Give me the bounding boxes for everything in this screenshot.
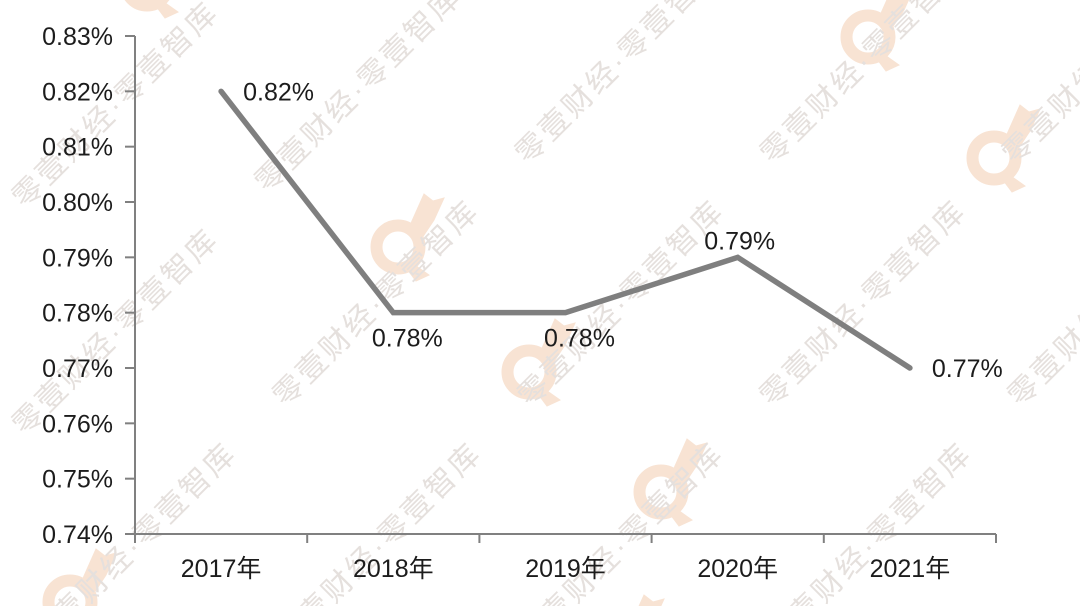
data-label: 0.77% <box>932 355 1003 383</box>
x-tick-label: 2021年 <box>870 555 951 583</box>
data-label: 0.78% <box>372 325 443 353</box>
y-tick-label: 0.83% <box>42 23 113 51</box>
x-tick-label: 2017年 <box>181 555 262 583</box>
y-tick-label: 0.79% <box>42 244 113 272</box>
y-tick-label: 0.80% <box>42 189 113 217</box>
data-series-line <box>218 88 913 371</box>
data-label: 0.79% <box>704 227 775 255</box>
y-tick-label: 0.74% <box>42 521 113 549</box>
y-tick-label: 0.82% <box>42 78 113 106</box>
data-label: 0.82% <box>243 78 314 106</box>
y-tick-label: 0.77% <box>42 355 113 383</box>
x-tick-label: 2020年 <box>697 555 778 583</box>
y-tick-label: 0.76% <box>42 410 113 438</box>
y-tick-label: 0.75% <box>42 466 113 494</box>
x-tick-label: 2018年 <box>353 555 434 583</box>
y-tick-label: 0.78% <box>42 300 113 328</box>
y-tick-label: 0.81% <box>42 134 113 162</box>
x-tick-label: 2019年 <box>525 555 606 583</box>
data-label: 0.78% <box>544 325 615 353</box>
